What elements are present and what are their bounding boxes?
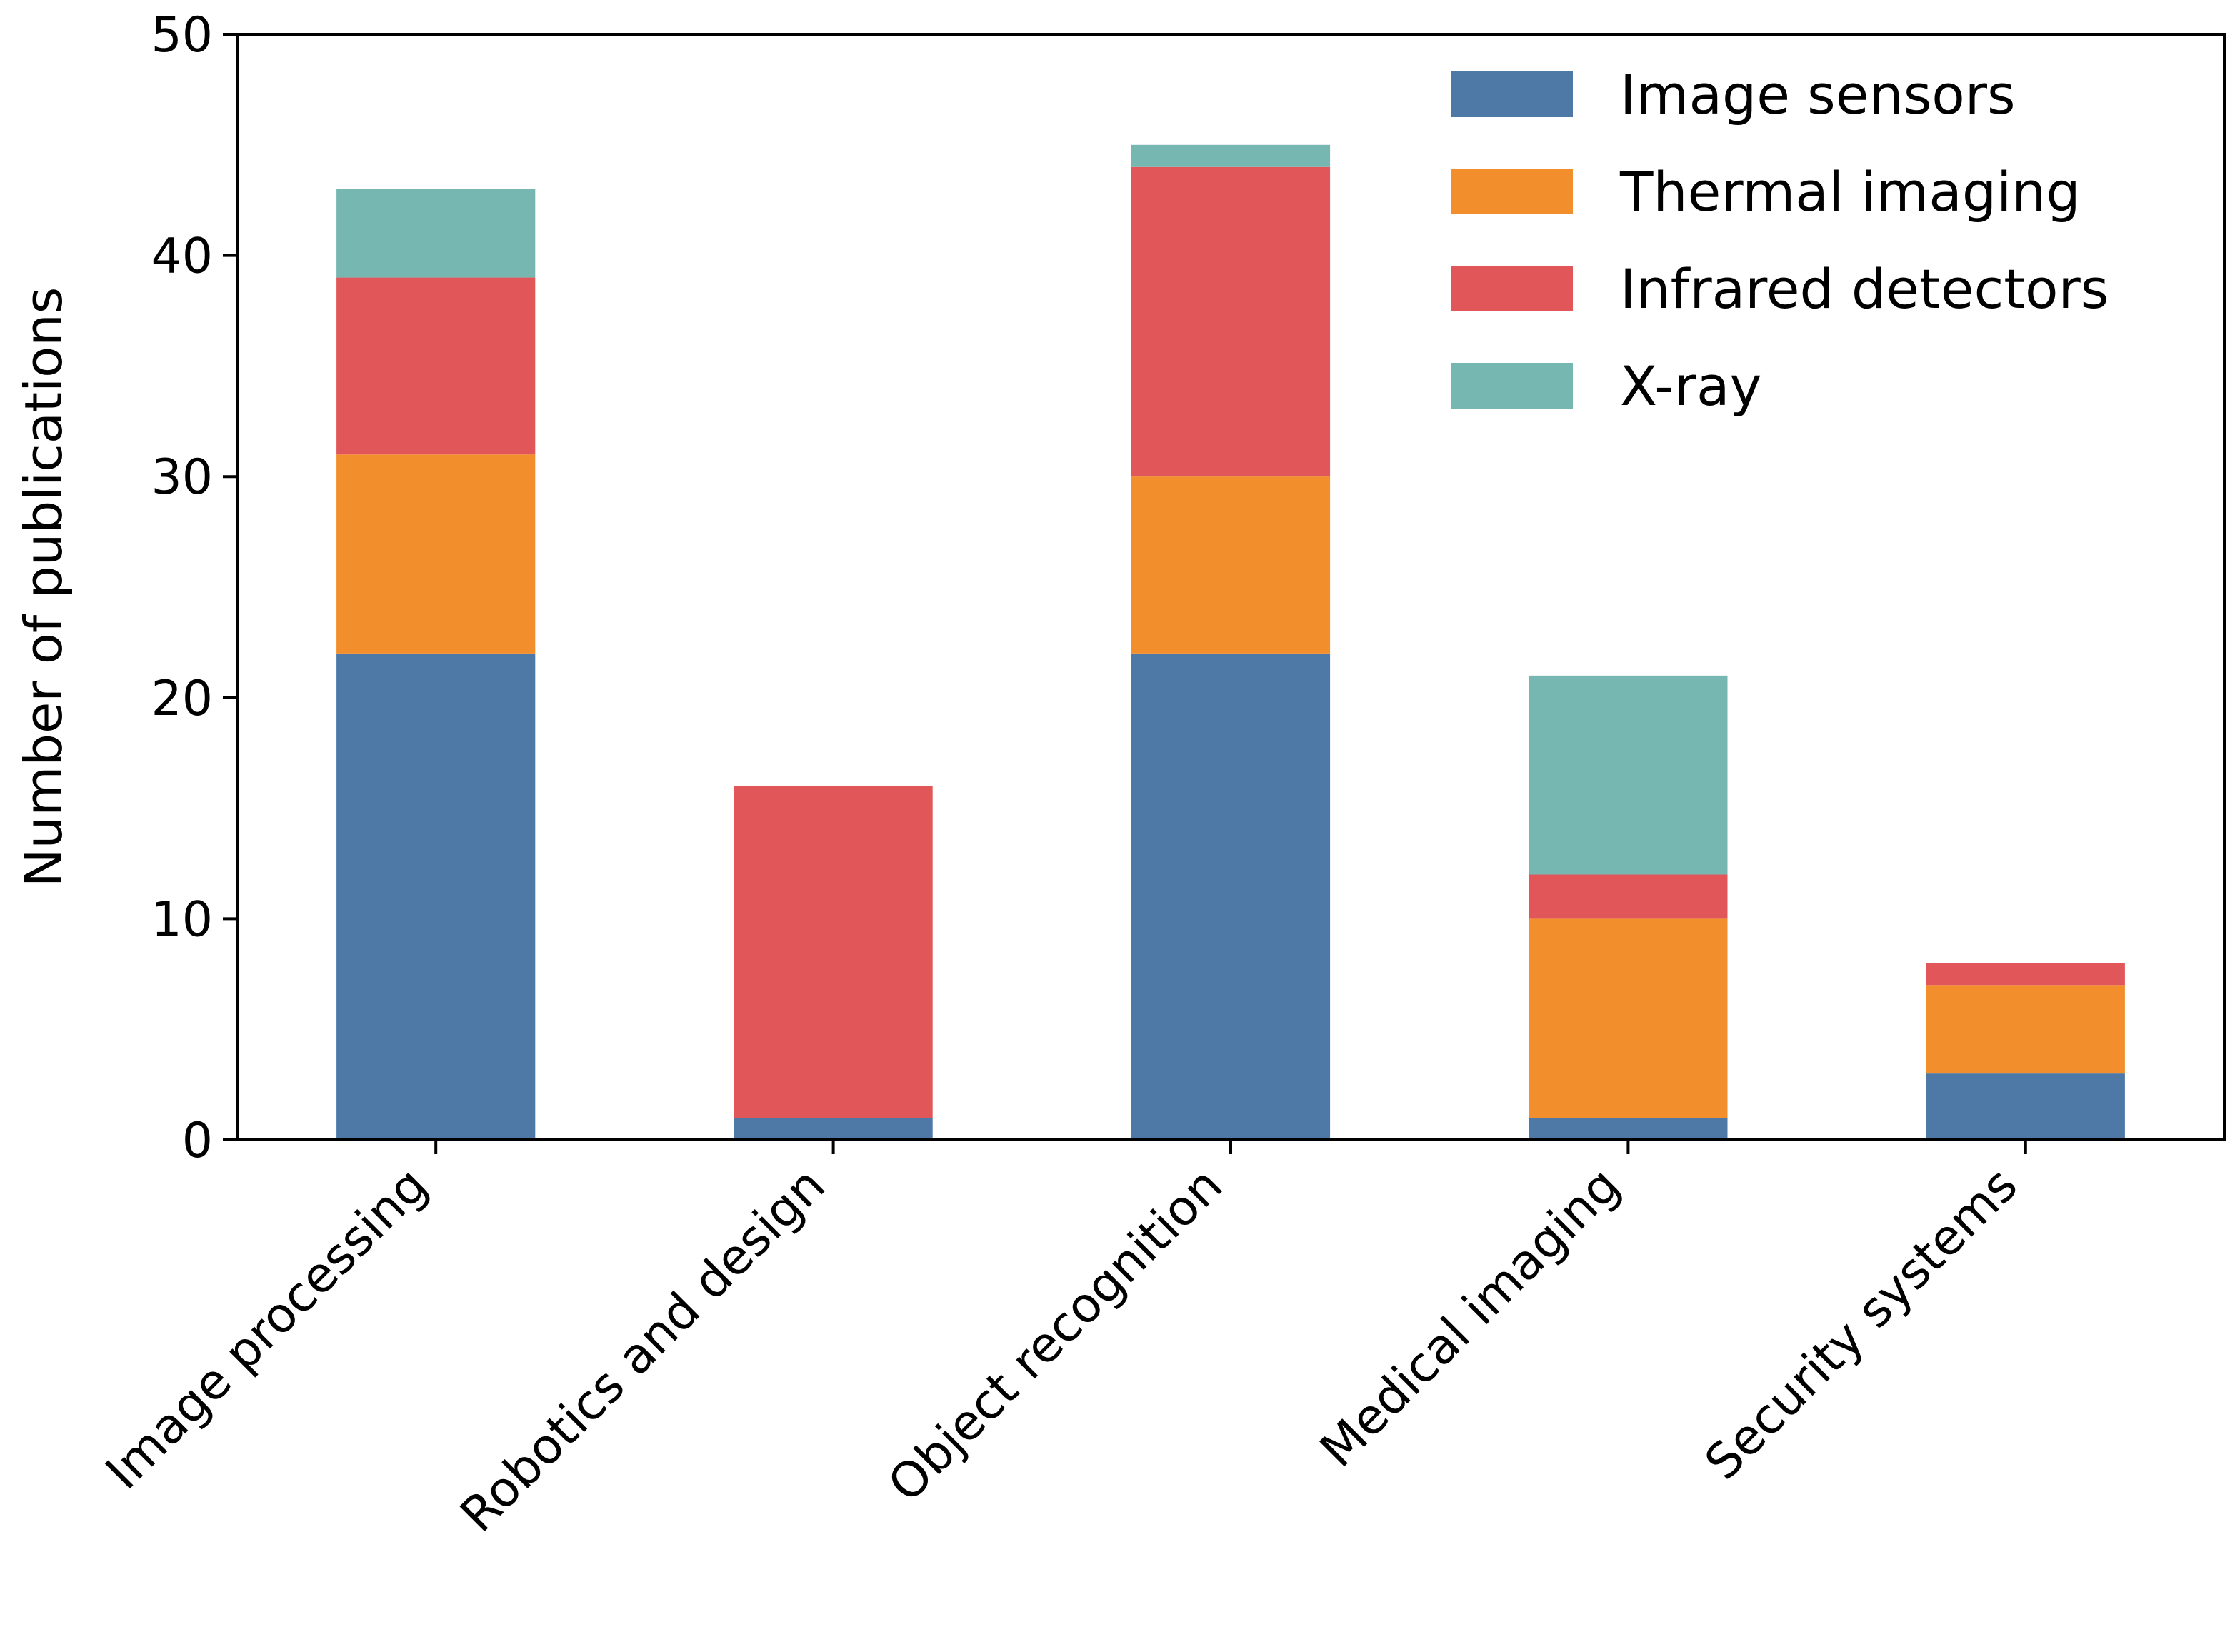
- bar-segment-1-cat-5: [1926, 1073, 2125, 1140]
- x-tick-label-2: Robotics and design: [450, 1157, 836, 1543]
- y-tick-label-4: 40: [151, 229, 213, 285]
- bar-segment-1-cat-2: [734, 1118, 933, 1140]
- y-tick-label-5: 50: [151, 7, 213, 64]
- y-axis-label: Number of publications: [14, 287, 74, 888]
- y-tick-label-3: 30: [151, 449, 213, 506]
- legend-swatch-3: [1451, 266, 1573, 311]
- bar-segment-3-cat-2: [734, 786, 933, 1118]
- legend-label-1: Image sensors: [1620, 63, 2016, 126]
- bar-segment-3-cat-1: [336, 277, 536, 455]
- legend-swatch-1: [1451, 71, 1573, 117]
- x-axis: Image processing Robotics and design Objec…: [95, 1140, 2029, 1543]
- legend-swatch-4: [1451, 363, 1573, 409]
- legend-label-3: Infrared detectors: [1620, 257, 2109, 321]
- x-tick-label-5: Security systems: [1694, 1157, 2028, 1491]
- bar-segment-2-cat-1: [336, 454, 536, 654]
- bar-segment-4-cat-1: [336, 189, 536, 278]
- bar-segment-2-cat-3: [1131, 476, 1331, 654]
- y-tick-label-2: 20: [151, 671, 213, 727]
- bar-segment-2-cat-5: [1926, 985, 2125, 1074]
- x-tick-label-3: Object recognition: [878, 1157, 1234, 1513]
- bar-segment-2-cat-4: [1529, 918, 1728, 1118]
- x-tick-label-1: Image processing: [95, 1157, 439, 1501]
- bar-segment-3-cat-4: [1529, 874, 1728, 919]
- bar-segment-3-cat-5: [1926, 963, 2125, 986]
- legend-swatch-2: [1451, 169, 1573, 214]
- y-tick-label-1: 10: [151, 891, 213, 948]
- bar-segment-1-cat-4: [1529, 1118, 1728, 1140]
- bar-segment-1-cat-1: [336, 653, 536, 1140]
- bar-segment-1-cat-3: [1131, 653, 1331, 1140]
- y-tick-label-0: 0: [182, 1113, 213, 1169]
- legend-label-2: Thermal imaging: [1619, 160, 2081, 224]
- bar-segment-3-cat-3: [1131, 166, 1331, 477]
- legend-label-4: X-ray: [1620, 354, 1762, 418]
- bar-segment-4-cat-3: [1131, 144, 1331, 167]
- y-axis: 0 10 20 30 40 50: [151, 7, 237, 1169]
- x-tick-label-4: Medical imaging: [1310, 1157, 1631, 1478]
- bars-layer: [336, 144, 2125, 1140]
- legend: Image sensors Thermal imaging Infrared det…: [1451, 63, 2109, 418]
- bar-segment-4-cat-4: [1529, 675, 1728, 875]
